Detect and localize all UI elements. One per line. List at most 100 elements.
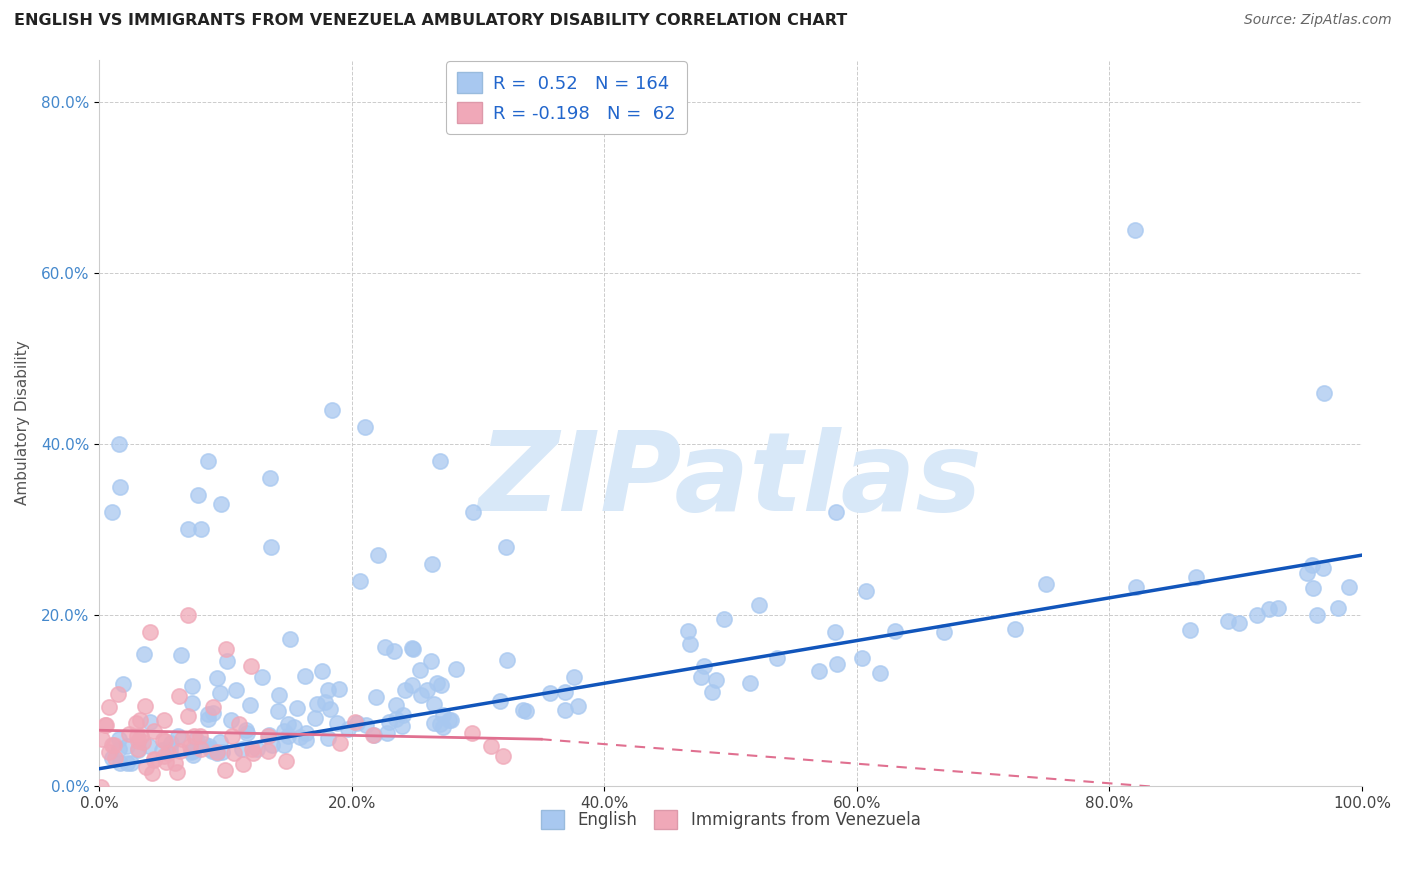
Point [143, 723, 166, 738]
Point [423, 715, 446, 730]
Point [267, 705, 290, 719]
Point [110, 480, 132, 494]
Point [488, 694, 510, 708]
Point [219, 713, 242, 727]
Point [869, 666, 891, 681]
Point [179, 739, 201, 754]
Point [855, 583, 877, 598]
Point [240, 742, 263, 756]
Point [1246, 608, 1268, 623]
Point [512, 703, 534, 717]
Point [430, 678, 453, 692]
Point [321, 403, 343, 417]
Point [260, 540, 283, 554]
Point [382, 643, 405, 657]
Point [690, 670, 713, 684]
Point [1178, 624, 1201, 638]
Point [1301, 558, 1323, 572]
Point [1313, 385, 1336, 400]
Y-axis label: Ambulatory Disability: Ambulatory Disability [15, 341, 30, 505]
Point [181, 696, 204, 710]
Point [197, 707, 219, 722]
Point [437, 714, 460, 728]
Point [416, 682, 439, 697]
Point [180, 679, 202, 693]
Point [479, 739, 502, 754]
Point [177, 607, 200, 622]
Point [167, 689, 190, 703]
Point [188, 729, 211, 743]
Point [239, 698, 262, 712]
Point [94, 718, 117, 732]
Point [1125, 581, 1147, 595]
Point [201, 699, 224, 714]
Point [152, 732, 174, 747]
Point [107, 687, 129, 701]
Point [259, 728, 281, 742]
Point [693, 659, 716, 673]
Point [209, 497, 232, 511]
Point [377, 714, 399, 729]
Point [257, 744, 280, 758]
Point [170, 732, 193, 747]
Point [748, 598, 770, 612]
Point [314, 695, 336, 709]
Point [108, 742, 131, 756]
Point [1337, 581, 1360, 595]
Point [112, 677, 135, 691]
Point [1227, 615, 1250, 630]
Point [139, 625, 162, 640]
Point [423, 697, 446, 711]
Point [214, 763, 236, 777]
Point [141, 766, 163, 780]
Point [385, 712, 408, 726]
Point [409, 689, 432, 703]
Point [262, 738, 284, 752]
Point [432, 720, 454, 734]
Point [346, 716, 368, 731]
Point [283, 720, 305, 734]
Point [409, 663, 432, 677]
Point [1267, 601, 1289, 615]
Point [100, 738, 122, 752]
Point [678, 637, 700, 651]
Point [294, 732, 316, 747]
Point [155, 755, 177, 769]
Point [420, 557, 443, 571]
Point [361, 728, 384, 742]
Point [1312, 560, 1334, 574]
Point [444, 662, 467, 676]
Point [305, 697, 328, 711]
Point [1216, 614, 1239, 628]
Point [181, 747, 204, 762]
Point [153, 748, 176, 763]
Point [538, 686, 561, 700]
Point [198, 739, 221, 753]
Point [851, 650, 873, 665]
Text: ENGLISH VS IMMIGRANTS FROM VENEZUELA AMBULATORY DISABILITY CORRELATION CHART: ENGLISH VS IMMIGRANTS FROM VENEZUELA AMB… [14, 13, 848, 29]
Point [127, 729, 149, 743]
Point [316, 731, 339, 746]
Point [235, 723, 257, 738]
Point [124, 715, 146, 730]
Point [228, 716, 250, 731]
Point [183, 729, 205, 743]
Point [295, 726, 318, 740]
Point [316, 683, 339, 698]
Point [366, 690, 388, 704]
Point [239, 659, 262, 673]
Point [808, 664, 831, 678]
Point [177, 708, 200, 723]
Point [98, 700, 121, 714]
Point [277, 716, 299, 731]
Point [159, 743, 181, 757]
Point [326, 716, 349, 731]
Point [285, 701, 308, 715]
Point [344, 715, 367, 730]
Point [181, 744, 204, 758]
Point [202, 706, 225, 721]
Point [103, 738, 125, 752]
Point [120, 756, 142, 771]
Point [932, 624, 955, 639]
Point [118, 727, 141, 741]
